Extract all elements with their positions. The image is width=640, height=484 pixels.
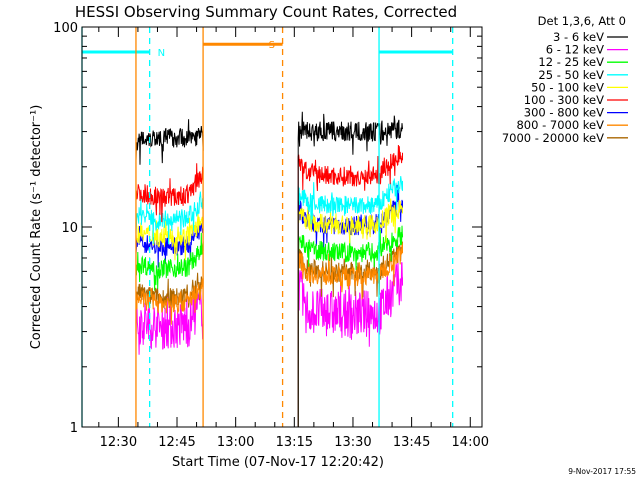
chart-title: HESSI Observing Summary Count Rates, Cor… bbox=[75, 3, 457, 21]
series-trace bbox=[297, 111, 403, 427]
legend-entry-label: 6 - 12 keV bbox=[546, 43, 604, 57]
x-tick-label: 12:30 bbox=[100, 435, 137, 450]
series-trace bbox=[135, 284, 204, 427]
series-trace bbox=[135, 163, 204, 427]
legend-title: Det 1,3,6, Att 0 bbox=[538, 14, 626, 28]
series-trace bbox=[297, 241, 403, 427]
legend-entry-label: 7000 - 20000 keV bbox=[502, 131, 604, 145]
y-axis: 1 10 100 bbox=[53, 21, 482, 436]
legend-entry-label: 300 - 800 keV bbox=[524, 106, 604, 120]
series-trace bbox=[135, 232, 204, 427]
y-tick-label: 100 bbox=[53, 21, 78, 36]
series-trace bbox=[135, 213, 204, 427]
series-trace bbox=[297, 259, 403, 427]
series-trace bbox=[135, 223, 204, 427]
annotation-label: N bbox=[158, 48, 165, 59]
legend-entry-label: 12 - 25 keV bbox=[538, 55, 604, 69]
legend-entry-label: 50 - 100 keV bbox=[531, 80, 604, 94]
x-tick-label: 12:45 bbox=[158, 435, 195, 450]
x-tick-label: 13:00 bbox=[217, 435, 254, 450]
series-trace bbox=[297, 144, 403, 427]
series-trace bbox=[297, 198, 403, 427]
x-axis: 12:30 12:45 13:00 13:15 13:30 13:45 14:00 bbox=[98, 27, 489, 450]
y-axis-label: Corrected Count Rate (s⁻¹ detector⁻¹) bbox=[29, 105, 44, 350]
series-trace bbox=[297, 176, 403, 427]
series-trace bbox=[135, 119, 204, 427]
legend-entry-label: 3 - 6 keV bbox=[553, 30, 604, 44]
series-trace bbox=[135, 191, 204, 427]
data-traces bbox=[135, 111, 403, 427]
legend-entry-label: 25 - 50 keV bbox=[538, 68, 604, 82]
y-tick-label: 1 bbox=[70, 421, 78, 436]
x-tick-label: 13:45 bbox=[393, 435, 430, 450]
legend-entry-label: 800 - 7000 keV bbox=[516, 118, 604, 132]
series-trace bbox=[135, 278, 204, 427]
footer-timestamp: 9-Nov-2017 17:55 bbox=[568, 467, 636, 476]
x-tick-label: 14:00 bbox=[452, 435, 489, 450]
x-tick-label: 13:15 bbox=[276, 435, 313, 450]
series-trace bbox=[297, 225, 403, 427]
legend-entry-label: 100 - 300 keV bbox=[524, 93, 604, 107]
x-axis-label: Start Time (07-Nov-17 12:20:42) bbox=[172, 455, 384, 470]
y-tick-label: 10 bbox=[61, 221, 78, 236]
annotation-label: S bbox=[269, 40, 275, 51]
x-tick-label: 13:30 bbox=[334, 435, 371, 450]
